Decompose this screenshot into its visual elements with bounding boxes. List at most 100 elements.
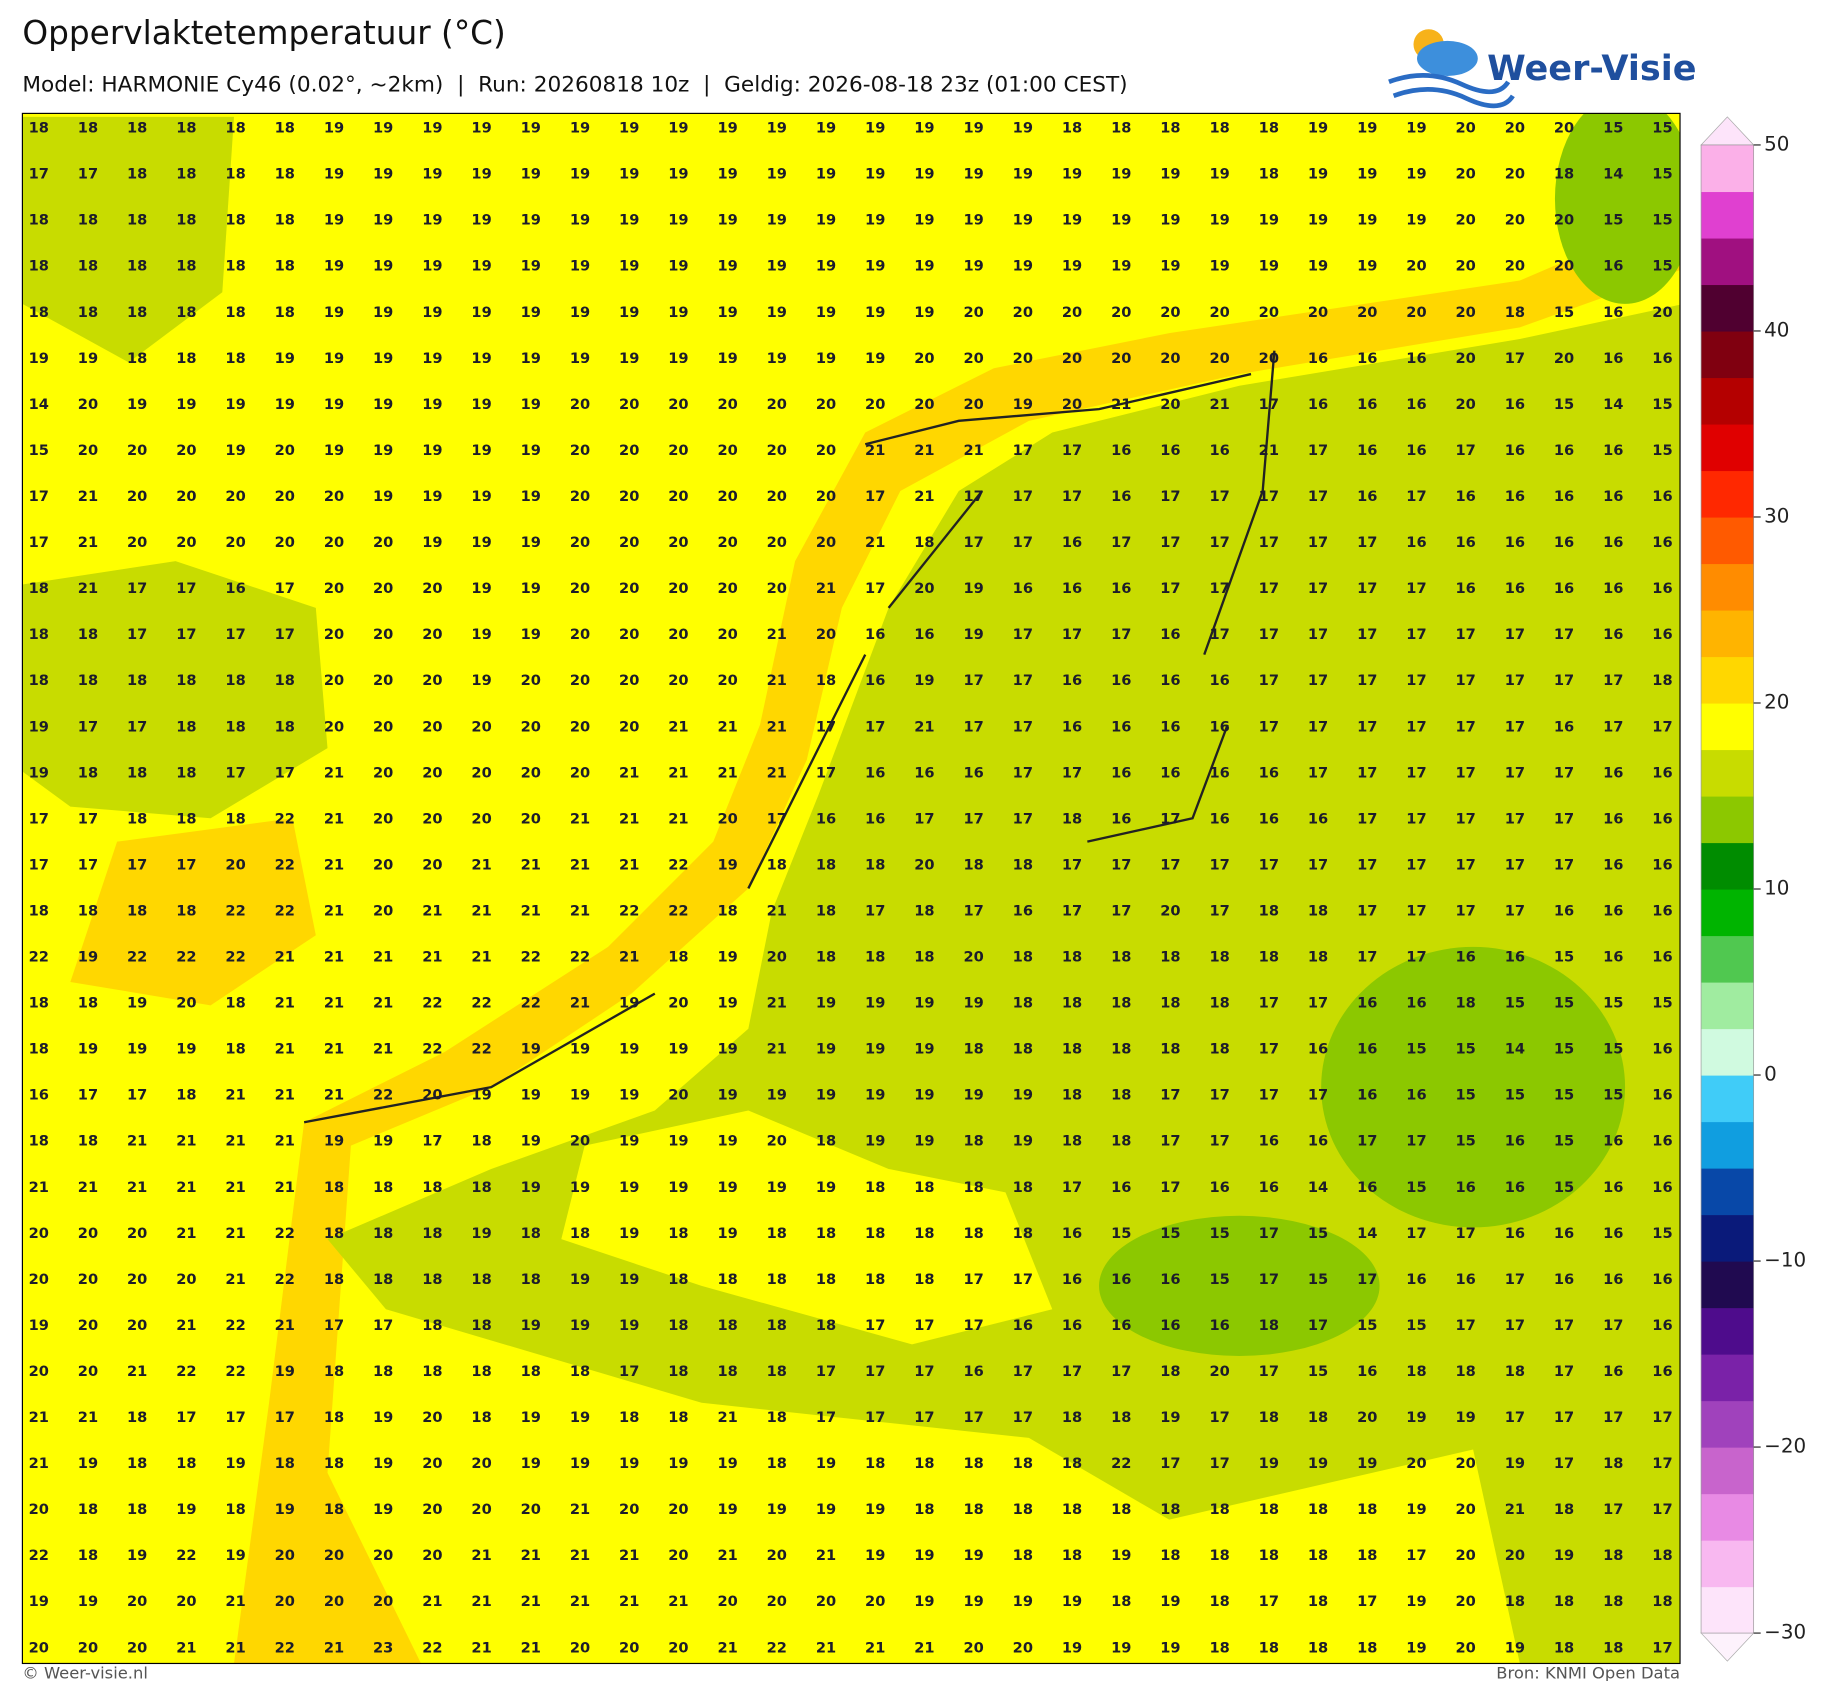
temperature-label: 18 (1160, 1041, 1180, 1058)
colorbar-tick-label: −30 (1764, 1621, 1806, 1644)
temperature-label: 17 (176, 1409, 196, 1426)
colorbar-segment (1701, 1261, 1754, 1309)
temperature-label: 19 (865, 258, 885, 275)
temperature-label: 18 (225, 258, 245, 275)
land-warm (561, 1110, 1053, 1345)
temperature-label: 18 (1062, 1087, 1082, 1104)
temperature-label: 21 (422, 902, 442, 919)
temperature-label: 18 (225, 810, 245, 827)
temperature-label: 18 (78, 672, 98, 689)
colorbar-tick-label: 0 (1764, 1063, 1777, 1086)
temperature-label: 19 (816, 212, 836, 229)
temperature-label: 19 (521, 120, 541, 137)
temperature-label: 18 (29, 304, 49, 321)
temperature-label: 19 (373, 1133, 393, 1150)
temperature-label: 18 (1259, 902, 1279, 919)
temperature-label: 20 (521, 718, 541, 735)
temperature-label: 21 (176, 1225, 196, 1242)
temperature-label: 20 (963, 350, 983, 367)
temperature-label: 19 (1406, 1409, 1426, 1426)
temperature-label: 16 (1603, 258, 1623, 275)
temperature-label: 16 (1406, 442, 1426, 459)
temperature-label: 19 (225, 1547, 245, 1564)
temperature-label: 19 (1062, 258, 1082, 275)
temperature-label: 19 (668, 1455, 688, 1472)
temperature-label: 21 (373, 995, 393, 1012)
temperature-label: 19 (717, 1087, 737, 1104)
temperature-label: 19 (668, 1133, 688, 1150)
temperature-label: 16 (1111, 718, 1131, 735)
temperature-label: 22 (767, 1639, 787, 1656)
temperature-label: 17 (127, 856, 147, 873)
temperature-label: 22 (275, 856, 295, 873)
temperature-label: 17 (1259, 396, 1279, 413)
temperature-label: 19 (619, 1179, 639, 1196)
temperature-label: 20 (668, 1639, 688, 1656)
temperature-label: 17 (127, 1087, 147, 1104)
temperature-label: 17 (1111, 902, 1131, 919)
temperature-label: 21 (668, 810, 688, 827)
temperature-label: 18 (1505, 1363, 1525, 1380)
temperature-label: 21 (570, 902, 590, 919)
temperature-label: 18 (373, 1179, 393, 1196)
temperature-label: 18 (127, 902, 147, 919)
colorbar-segment (1701, 1214, 1754, 1262)
colorbar-segment (1701, 284, 1754, 332)
temperature-label: 19 (717, 1133, 737, 1150)
temperature-label: 18 (225, 350, 245, 367)
temperature-label: 20 (176, 534, 196, 551)
temperature-label: 18 (1308, 1639, 1328, 1656)
temperature-label: 18 (1013, 1547, 1033, 1564)
temperature-label: 17 (275, 1409, 295, 1426)
temperature-label: 20 (373, 810, 393, 827)
temperature-label: 18 (176, 718, 196, 735)
temperature-label: 17 (1406, 1547, 1426, 1564)
temperature-label: 19 (619, 1271, 639, 1288)
colorbar-segment (1701, 935, 1754, 983)
temperature-label: 20 (1505, 258, 1525, 275)
temperature-label: 22 (275, 1225, 295, 1242)
temperature-label: 21 (668, 764, 688, 781)
temperature-label: 18 (78, 902, 98, 919)
temperature-label: 19 (816, 1455, 836, 1472)
temperature-label: 21 (324, 1087, 344, 1104)
temperature-label: 19 (865, 1041, 885, 1058)
logo: Weer-Visie (1388, 29, 1697, 109)
temperature-label: 16 (1652, 1179, 1672, 1196)
temperature-label: 19 (717, 1179, 737, 1196)
temperature-label: 18 (324, 1271, 344, 1288)
temperature-label: 20 (570, 1133, 590, 1150)
temperature-label: 20 (422, 810, 442, 827)
temperature-label: 16 (1406, 350, 1426, 367)
temperature-label: 18 (1209, 949, 1229, 966)
temperature-label: 21 (422, 949, 442, 966)
temperature-label: 20 (1013, 350, 1033, 367)
colorbar-tick-label: 10 (1764, 877, 1789, 900)
temperature-label: 19 (324, 212, 344, 229)
temperature-label: 15 (1308, 1225, 1328, 1242)
temperature-label: 19 (1111, 1639, 1131, 1656)
temperature-label: 21 (275, 1041, 295, 1058)
temperature-grid: 18 18 18 18 18 18 19 19 19 19 19 19 19 19 19 19 19 19 19 19… (29, 120, 1673, 1657)
temperature-label: 20 (1111, 304, 1131, 321)
temperature-label: 19 (1406, 120, 1426, 137)
colorbar-segment (1701, 656, 1754, 704)
temperature-label: 21 (767, 1041, 787, 1058)
temperature-label: 22 (619, 902, 639, 919)
temperature-label: 19 (324, 120, 344, 137)
temperature-label: 19 (1259, 258, 1279, 275)
temperature-label: 21 (717, 1409, 737, 1426)
temperature-label: 17 (1456, 718, 1476, 735)
temperature-label: 20 (373, 580, 393, 597)
temperature-label: 21 (521, 902, 541, 919)
temperature-label: 20 (963, 396, 983, 413)
temperature-label: 16 (1603, 1363, 1623, 1380)
temperature-label: 18 (127, 258, 147, 275)
temperature-label: 19 (1259, 212, 1279, 229)
temperature-label: 17 (1357, 1133, 1377, 1150)
temperature-label: 20 (1456, 350, 1476, 367)
temperature-label: 20 (422, 1501, 442, 1518)
temperature-label: 18 (914, 534, 934, 551)
temperature-label: 17 (1505, 672, 1525, 689)
temperature-label: 16 (1554, 718, 1574, 735)
